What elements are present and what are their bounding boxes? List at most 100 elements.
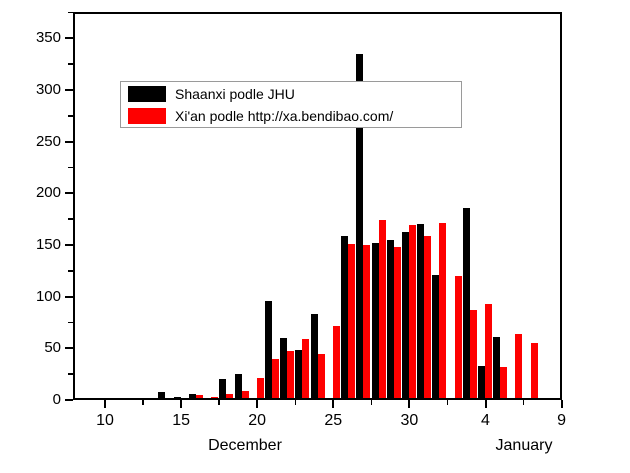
y-tick-label: 50 [44, 339, 61, 357]
bar-shaanxi [432, 275, 440, 400]
bar-xian [195, 394, 203, 400]
y-major-tick [65, 244, 73, 246]
bar-xian [150, 399, 158, 400]
bar-xian [500, 366, 508, 400]
bar-xian [119, 399, 127, 400]
y-tick-label: 0 [52, 391, 61, 408]
x-minor-tick [370, 400, 373, 405]
x-minor-tick [142, 400, 144, 405]
x-major-tick [332, 400, 335, 408]
bar-xian [408, 225, 416, 400]
bar-xian [469, 310, 477, 400]
y-minor-tick [68, 373, 73, 375]
bar-shaanxi [219, 379, 227, 400]
legend-swatch-black [128, 85, 166, 102]
bar-shaanxi [371, 242, 379, 400]
x-tick-label: 4 [481, 412, 490, 429]
x-tick-label: 30 [400, 412, 419, 429]
y-major-tick [65, 295, 73, 298]
bar-xian [454, 276, 462, 400]
legend-swatch-red [128, 107, 166, 124]
bar-shaanxi [310, 314, 318, 400]
bar-shaanxi [295, 350, 303, 400]
y-major-tick [65, 347, 73, 350]
x-tick-label: 9 [557, 412, 567, 429]
bar-xian [424, 235, 432, 400]
x-major-tick [484, 400, 487, 408]
x-minor-tick [294, 400, 296, 405]
bar-xian [89, 399, 97, 400]
bar-xian [241, 390, 249, 400]
y-tick-label: 150 [35, 236, 61, 253]
bar-shaanxi [386, 239, 394, 400]
x-axis-label-january: January [495, 437, 553, 454]
bar-xian [515, 333, 523, 400]
bar-xian [439, 223, 447, 400]
y-minor-tick [68, 63, 73, 65]
y-minor-tick [68, 270, 73, 272]
x-major-tick [256, 400, 259, 408]
x-axis-label-december: December [208, 437, 282, 454]
y-major-tick [65, 399, 73, 401]
y-tick-label: 350 [35, 29, 61, 47]
bar-shaanxi [341, 235, 348, 400]
x-major-tick [180, 400, 183, 408]
y-tick-label: 300 [35, 81, 61, 98]
x-major-tick [408, 400, 411, 408]
bar-shaanxi [417, 224, 425, 400]
y-tick-label: 100 [35, 287, 61, 305]
bar-shaanxi [478, 365, 485, 400]
bar-xian [348, 244, 355, 400]
bar-xian [211, 396, 218, 400]
x-major-tick [560, 400, 563, 408]
bar-shaanxi [462, 207, 470, 400]
bar-xian [378, 220, 386, 400]
legend-label-shaanxi: Shaanxi podle JHU [175, 85, 295, 102]
bar-shaanxi [127, 399, 135, 400]
y-minor-tick [68, 218, 73, 220]
legend-item-xian: Xi'an podle http://xa.bendibao.com/ [128, 106, 461, 125]
bar-shaanxi [158, 391, 166, 400]
x-minor-tick [218, 400, 220, 405]
y-tick-label: 250 [35, 132, 61, 150]
bar-xian [317, 353, 325, 400]
bar-xian [332, 325, 340, 400]
y-major-tick [65, 37, 73, 40]
y-major-tick [65, 140, 73, 143]
y-minor-tick [68, 321, 73, 324]
x-minor-tick [522, 400, 525, 405]
bar-shaanxi [112, 399, 120, 400]
bar-shaanxi [280, 338, 288, 400]
x-tick-label: 15 [172, 412, 190, 429]
bar-shaanxi [493, 337, 501, 400]
bar-xian [287, 351, 295, 400]
bar-xian [226, 393, 234, 400]
bar-shaanxi [143, 397, 151, 400]
x-tick-label: 20 [248, 412, 267, 429]
y-minor-tick [68, 11, 73, 14]
bar-xian [134, 399, 142, 400]
legend-item-shaanxi: Shaanxi podle JHU [128, 84, 461, 103]
bar-xian [485, 303, 492, 400]
bar-shaanxi [188, 393, 196, 400]
bar-xian [256, 378, 264, 400]
y-tick-label: 200 [35, 184, 61, 202]
bar-xian [271, 358, 279, 400]
bar-xian [393, 247, 401, 400]
bar-xian [302, 339, 310, 400]
bar-xian [530, 343, 538, 400]
bar-xian [165, 397, 173, 400]
bar-shaanxi [82, 397, 90, 400]
y-major-tick [65, 89, 73, 91]
y-minor-tick [68, 166, 73, 169]
legend-label-xian: Xi'an podle http://xa.bendibao.com/ [175, 107, 394, 124]
x-tick-label: 25 [324, 412, 343, 429]
bar-xian [363, 245, 371, 400]
bar-shaanxi [356, 53, 364, 400]
bar-shaanxi [264, 300, 272, 400]
legend: Shaanxi podle JHU Xi'an podle http://xa.… [120, 81, 462, 128]
bar-shaanxi [234, 374, 242, 400]
x-minor-tick [446, 400, 449, 405]
x-major-tick [104, 400, 106, 408]
